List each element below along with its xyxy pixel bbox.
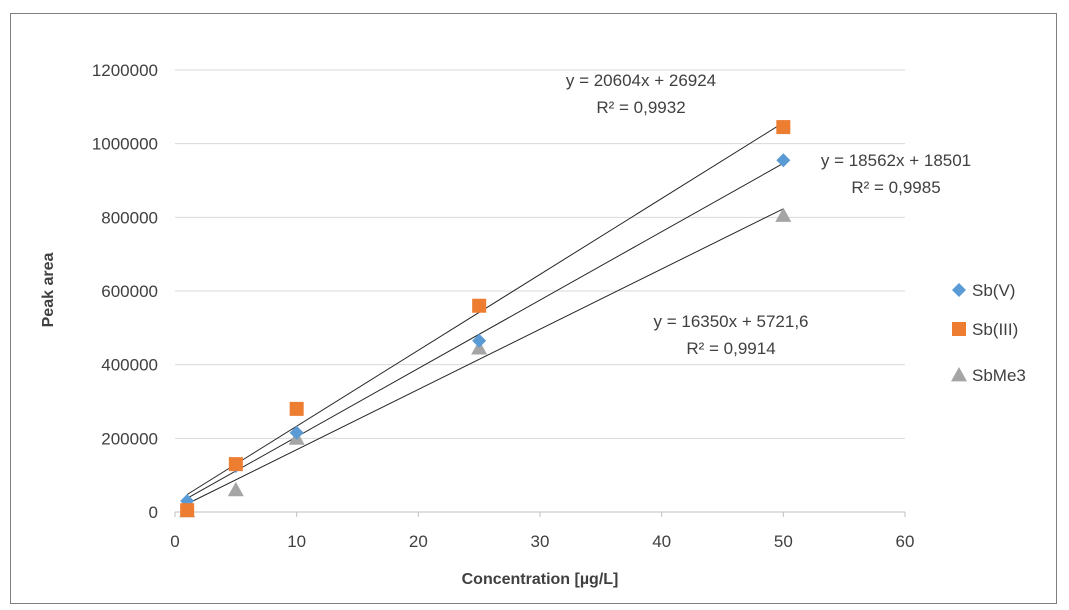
- y-tick-label: 1000000: [92, 135, 158, 154]
- y-tick-label: 0: [149, 503, 158, 522]
- data-point-sb-v: [289, 425, 304, 440]
- data-point-sb-iii: [289, 401, 304, 416]
- trendline-r2-sb-v: R² = 0,9985: [851, 178, 940, 197]
- legend-marker-sb-iii: [952, 322, 966, 336]
- x-tick-label: 60: [896, 532, 915, 551]
- x-tick-label: 40: [652, 532, 671, 551]
- trendline-equation-sb-v: y = 18562x + 18501: [821, 151, 971, 170]
- x-tick-label: 20: [409, 532, 428, 551]
- data-point-sb-iii: [776, 120, 791, 135]
- trendline-equations: y = 18562x + 18501 R² = 0,9985 y = 20604x …: [566, 71, 971, 358]
- y-tick-label: 600000: [101, 282, 158, 301]
- trendline-r2-sbme3: R² = 0,9914: [686, 339, 775, 358]
- trendline-equation-sbme3: y = 16350x + 5721,6: [653, 312, 808, 331]
- legend-label-sb-v: Sb(V): [972, 281, 1015, 300]
- x-tick-label: 10: [287, 532, 306, 551]
- data-point-sbme3: [775, 207, 792, 222]
- trendline-sb-v: [186, 162, 784, 499]
- data-point-sb-v: [472, 333, 487, 348]
- gridlines: [174, 69, 906, 517]
- y-tick-label: 800000: [101, 208, 158, 227]
- data-markers: [179, 120, 792, 518]
- legend-marker-sbme3: [951, 367, 967, 382]
- legend-label-sbme3: SbMe3: [972, 366, 1026, 385]
- y-tick-label: 400000: [101, 356, 158, 375]
- y-tick-label: 200000: [101, 429, 158, 448]
- trendline-sbme3: [186, 208, 784, 505]
- legend-label-sb-iii: Sb(III): [972, 320, 1018, 339]
- y-tick-label: 1200000: [92, 61, 158, 80]
- data-point-sb-iii: [472, 298, 487, 313]
- legend-marker-sb-v: [952, 283, 966, 297]
- x-tick-label: 30: [531, 532, 550, 551]
- y-axis-title: Peak area: [40, 253, 57, 328]
- tick-labels: 0 200000 400000 600000 800000 1000000 1200000 0…: [92, 61, 915, 551]
- data-point-sbme3: [227, 481, 244, 497]
- x-tick-label: 0: [170, 532, 179, 551]
- trendline-equation-sb-iii: y = 20604x + 26924: [566, 71, 716, 90]
- data-point-sb-v: [776, 153, 791, 168]
- x-axis-title: Concentration [µg/L]: [462, 571, 619, 588]
- legend: Sb(V) Sb(III) SbMe3: [951, 281, 1026, 385]
- data-point-sb-iii: [180, 503, 195, 518]
- data-point-sb-iii: [228, 457, 243, 472]
- x-tick-label: 50: [774, 532, 793, 551]
- trendline-r2-sb-iii: R² = 0,9932: [596, 98, 685, 117]
